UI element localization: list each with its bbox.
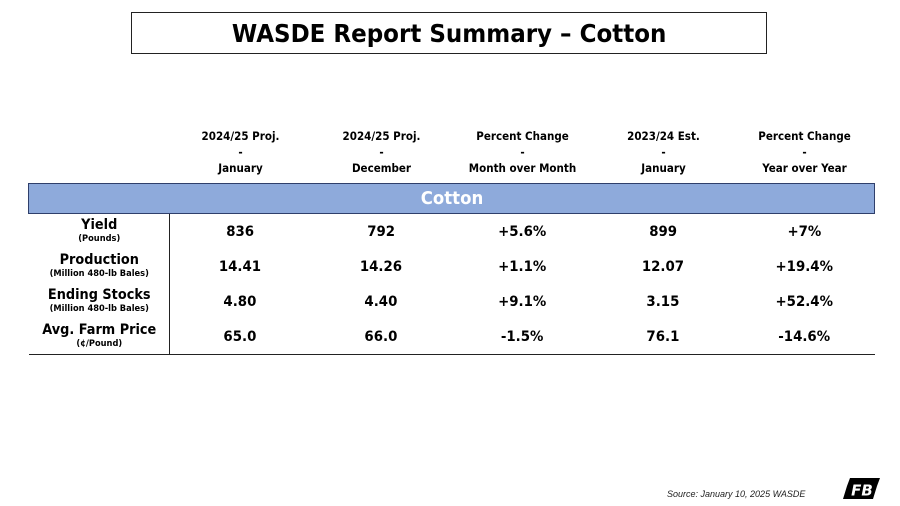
source-note: Source: January 10, 2025 WASDE [667,489,806,499]
cell-value: 65.0 [223,328,257,345]
section-label: Cotton [420,188,483,209]
fb-logo-icon: FB [843,478,880,499]
column-header-line1: Percent Change [757,129,851,143]
table-cell: +5.6% [452,214,593,250]
page-title: WASDE Report Summary – Cotton [231,18,667,48]
column-header: 2024/25 Proj. - December [311,128,452,184]
title-box: WASDE Report Summary – Cotton [131,12,767,54]
cell-value: 899 [649,223,677,240]
cell-value: 14.41 [219,258,262,275]
column-header-line2: - [237,145,243,159]
table-cell: +52.4% [734,284,875,319]
column-header: 2024/25 Proj. - January [170,128,311,184]
column-header-line3: December [351,161,411,175]
table-cell: 14.26 [311,249,452,284]
row-label: Yield (Pounds) [28,213,170,249]
wasde-table: 2024/25 Proj. - January 2024/25 Proj. - … [28,128,875,355]
column-header-line1: Percent Change [475,129,569,143]
table-cell: 836 [170,214,311,250]
row-label: Ending Stocks (Million 480-lb Bales) [28,284,170,319]
table-row: Ending Stocks (Million 480-lb Bales) 4.8… [28,284,875,319]
cell-value: -14.6% [778,328,830,345]
table-cell: 4.40 [311,284,452,319]
header-row: 2024/25 Proj. - January 2024/25 Proj. - … [29,128,875,184]
cell-value: 14.26 [359,258,403,275]
table-row: Production (Million 480-lb Bales) 14.41 … [28,249,875,284]
column-header-line2: - [660,145,666,159]
table-cell: -14.6% [733,319,875,355]
column-header-line3: January [217,161,263,175]
column-header: Percent Change - Month over Month [452,128,593,184]
table-cell: +7% [734,214,875,250]
cell-value: +5.6% [497,223,547,240]
column-header-line3: Month over Month [468,161,576,175]
table-cell: 76.1 [592,319,734,355]
cell-value: +9.1% [497,293,547,310]
section-band-cell: Cotton [28,183,875,214]
column-header-line2: - [378,145,384,159]
cell-value: 4.40 [364,293,398,310]
column-header-line1: 2024/25 Proj. [342,129,420,143]
column-header-line1: 2024/25 Proj. [201,129,279,143]
cell-value: 12.07 [641,258,685,275]
table-cell: 14.41 [170,249,311,284]
header-corner [29,128,170,184]
cell-value: +52.4% [775,293,833,310]
row-label: Avg. Farm Price (¢/Pound) [28,319,170,355]
table-cell: 899 [593,214,734,250]
table-cell: +1.1% [452,249,593,284]
row-unit: (Pounds) [77,233,120,244]
cell-value: 4.80 [223,293,257,310]
row-unit: (Million 480-lb Bales) [49,303,149,314]
cell-value: 792 [367,223,395,240]
row-name: Yield [80,216,117,233]
row-name: Avg. Farm Price [41,321,156,338]
column-header-line2: - [801,145,807,159]
table-row: Avg. Farm Price (¢/Pound) 65.0 66.0 -1.5… [28,319,875,355]
table-cell: 66.0 [310,319,452,355]
table-cell: 3.15 [593,284,734,319]
table-cell: 4.80 [170,284,311,319]
table-cell: 12.07 [593,249,734,284]
cell-value: +19.4% [775,258,833,275]
cell-value: 3.15 [646,293,680,310]
cell-value: 76.1 [646,328,680,345]
column-header: 2023/24 Est. - January [593,128,734,184]
section-band: Cotton [28,183,875,214]
column-header-line3: January [640,161,686,175]
column-header-line3: Year over Year [761,161,847,175]
row-unit: (Million 480-lb Bales) [49,268,149,279]
svg-text:FB: FB [851,482,873,500]
table-cell: 65.0 [169,319,311,355]
cell-value: +1.1% [497,258,547,275]
cell-value: 66.0 [364,328,398,345]
column-header-line1: 2023/24 Est. [626,129,700,143]
cell-value: +7% [787,223,821,240]
table-cell: 792 [311,214,452,250]
row-label: Production (Million 480-lb Bales) [28,249,170,284]
table-row: Yield (Pounds) 836 792 +5.6% 899 +7% [28,213,875,250]
row-name: Ending Stocks [47,286,151,303]
row-unit: (¢/Pound) [75,338,122,349]
column-header: Percent Change - Year over Year [734,128,875,184]
cell-value: 836 [226,223,255,240]
table-cell: -1.5% [451,319,593,355]
column-header-line2: - [519,145,525,159]
table-cell: +9.1% [452,284,593,319]
cell-value: -1.5% [500,328,544,345]
table-cell: +19.4% [734,249,875,284]
row-name: Production [59,251,139,268]
